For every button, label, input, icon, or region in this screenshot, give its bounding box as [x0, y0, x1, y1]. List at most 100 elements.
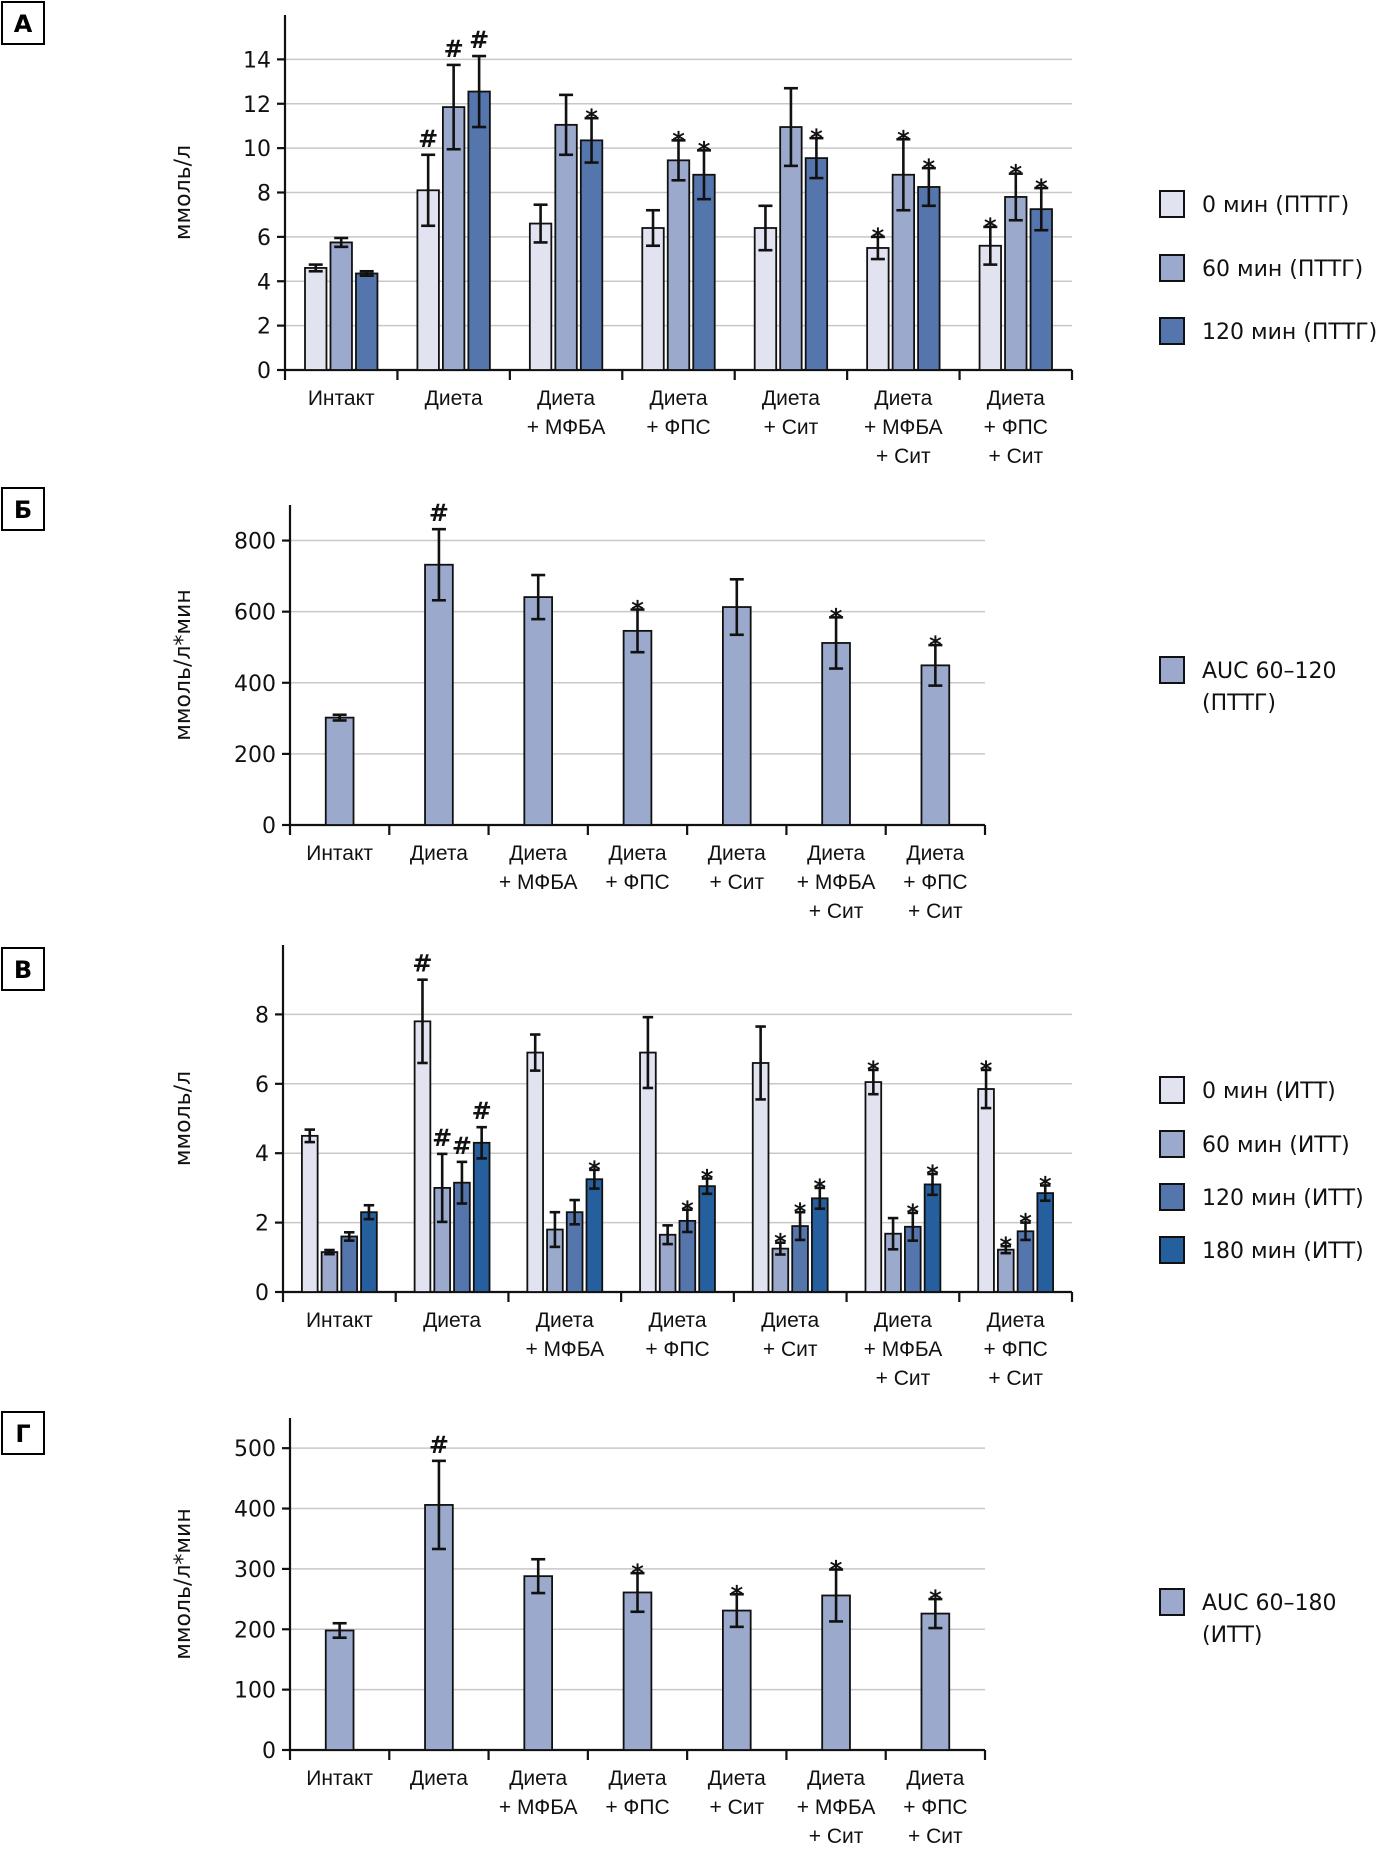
bar	[528, 222, 553, 371]
bar	[324, 716, 355, 826]
legend-label: 0 мин (ИТТ)	[1202, 1079, 1336, 1104]
category-label: Диета	[708, 1767, 766, 1790]
panel-label-box	[1, 487, 45, 531]
category-label: Диета	[987, 387, 1045, 410]
category-label: + МФБА	[499, 871, 578, 894]
category-label: + МФБА	[797, 871, 876, 894]
significance-star: *	[999, 1232, 1012, 1260]
significance-hash: #	[469, 26, 489, 54]
category-label: Диета	[537, 387, 595, 410]
category-label: Диета	[906, 1767, 964, 1790]
y-tick-label: 8	[255, 1003, 269, 1028]
legend-swatch	[1159, 656, 1185, 684]
category-label: Диета	[807, 1767, 865, 1790]
significance-star: *	[1019, 1209, 1032, 1237]
category-label: + Сит	[988, 445, 1043, 468]
legend-swatch	[1159, 1588, 1185, 1616]
bar	[698, 1185, 716, 1293]
category-label: Диета	[609, 1767, 667, 1790]
y-axis-label: ммоль/л	[171, 1071, 196, 1166]
significance-star: *	[698, 136, 711, 164]
significance-star: *	[731, 1580, 744, 1608]
category-label: Диета	[609, 842, 667, 865]
bar	[722, 1609, 752, 1751]
chart-panel-4: Г 0 100 200 300 400 500 ммоль/л*мин Интакт Диета #…	[1, 1411, 1337, 1848]
bar	[641, 227, 665, 371]
significance-star: *	[1010, 160, 1023, 188]
significance-star: *	[774, 1229, 787, 1257]
panel-label: Г	[15, 1420, 30, 1448]
bar	[523, 596, 553, 826]
y-tick-label: 0	[262, 814, 276, 839]
bar	[355, 272, 379, 371]
significance-star: *	[872, 223, 885, 251]
bar	[579, 139, 604, 371]
legend-label: 0 мин (ПТТГ)	[1202, 193, 1349, 218]
category-label: Диета	[650, 387, 708, 410]
bar	[920, 664, 951, 826]
significance-hash: #	[452, 1132, 472, 1160]
legend-label: 120 мин (ИТТ)	[1202, 1186, 1364, 1211]
significance-star: *	[794, 1198, 807, 1226]
legend-label: (ПТТГ)	[1202, 691, 1276, 716]
y-tick-label: 800	[234, 530, 276, 555]
category-label: + МФБА	[864, 416, 943, 439]
y-tick-label: 2	[255, 1212, 269, 1237]
category-label: Диета	[425, 387, 483, 410]
bar	[977, 1088, 995, 1293]
y-tick-label: 400	[234, 672, 276, 697]
legend-label: AUC 60–120	[1202, 659, 1337, 684]
significance-star: *	[929, 631, 942, 659]
category-label: Диета	[536, 1309, 594, 1332]
category-label: + Сит	[809, 1825, 864, 1848]
category-label: Диета	[762, 387, 820, 410]
legend-swatch	[1159, 1130, 1185, 1158]
category-label: Интакт	[306, 1767, 373, 1790]
category-label: + Сит	[876, 1367, 931, 1390]
panel-label: В	[14, 956, 32, 984]
y-axis-label: ммоль/л	[171, 145, 196, 240]
category-label: + Сит	[908, 900, 963, 923]
y-tick-label: 0	[257, 359, 271, 384]
significance-star: *	[830, 603, 843, 631]
y-tick-label: 10	[243, 137, 271, 162]
bar	[360, 1211, 378, 1293]
significance-star: *	[929, 1585, 942, 1613]
category-label: Диета	[761, 1309, 819, 1332]
bar	[329, 241, 353, 371]
y-tick-label: 0	[255, 1281, 269, 1306]
category-label: + Сит	[988, 1367, 1043, 1390]
bar	[1004, 196, 1028, 371]
category-label: + Сит	[876, 445, 931, 468]
panel-label-box	[1, 1, 45, 45]
category-label: + ФПС	[605, 1796, 669, 1819]
significance-star: *	[631, 1559, 644, 1587]
category-label: + Сит	[763, 1338, 818, 1361]
significance-star: *	[1039, 1171, 1052, 1199]
category-label: Диета	[807, 842, 865, 865]
y-tick-label: 8	[257, 182, 271, 207]
bar	[821, 642, 851, 826]
bar	[722, 606, 752, 826]
significance-star: *	[810, 124, 823, 152]
legend-swatch	[1159, 1076, 1185, 1104]
panel-label: А	[14, 10, 33, 38]
y-tick-label: 500	[234, 1437, 276, 1462]
y-tick-label: 4	[255, 1142, 269, 1167]
y-axis-label: ммоль/л*мин	[171, 589, 196, 740]
bar	[666, 159, 691, 371]
significance-star: *	[923, 154, 936, 182]
category-label: + ФПС	[984, 416, 1048, 439]
category-label: + ФПС	[903, 871, 967, 894]
bar	[1029, 208, 1053, 371]
significance-star: *	[926, 1160, 939, 1188]
category-label: Диета	[708, 842, 766, 865]
bar	[523, 1575, 553, 1751]
y-tick-label: 200	[234, 1618, 276, 1643]
category-label: Диета	[410, 842, 468, 865]
category-label: + ФПС	[605, 871, 669, 894]
y-tick-label: 0	[262, 1739, 276, 1764]
chart-panel-2: Б 0 200 400 600 800 ммоль/л*мин Интакт Диета # Дие…	[1, 487, 1337, 923]
